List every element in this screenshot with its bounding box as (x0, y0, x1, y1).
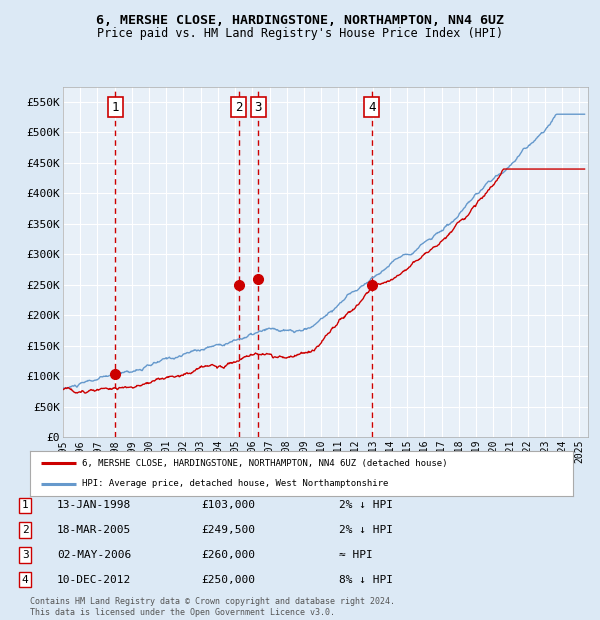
Text: HPI: Average price, detached house, West Northamptonshire: HPI: Average price, detached house, West… (82, 479, 388, 489)
Text: £103,000: £103,000 (201, 500, 255, 510)
Text: ≈ HPI: ≈ HPI (339, 550, 373, 560)
Text: 4: 4 (22, 575, 29, 585)
Text: £249,500: £249,500 (201, 525, 255, 535)
Text: 6, MERSHE CLOSE, HARDINGSTONE, NORTHAMPTON, NN4 6UZ: 6, MERSHE CLOSE, HARDINGSTONE, NORTHAMPT… (96, 14, 504, 27)
Text: 10-DEC-2012: 10-DEC-2012 (57, 575, 131, 585)
Text: £260,000: £260,000 (201, 550, 255, 560)
Text: 1: 1 (112, 100, 119, 113)
Text: 3: 3 (22, 550, 29, 560)
Text: Price paid vs. HM Land Registry's House Price Index (HPI): Price paid vs. HM Land Registry's House … (97, 27, 503, 40)
Text: 1: 1 (22, 500, 29, 510)
Text: 2% ↓ HPI: 2% ↓ HPI (339, 525, 393, 535)
Text: 2: 2 (235, 100, 242, 113)
Text: 3: 3 (254, 100, 262, 113)
Text: 8% ↓ HPI: 8% ↓ HPI (339, 575, 393, 585)
Text: 6, MERSHE CLOSE, HARDINGSTONE, NORTHAMPTON, NN4 6UZ (detached house): 6, MERSHE CLOSE, HARDINGSTONE, NORTHAMPT… (82, 459, 447, 468)
Text: 2% ↓ HPI: 2% ↓ HPI (339, 500, 393, 510)
Text: 18-MAR-2005: 18-MAR-2005 (57, 525, 131, 535)
Text: Contains HM Land Registry data © Crown copyright and database right 2024.
This d: Contains HM Land Registry data © Crown c… (30, 598, 395, 617)
Text: 2: 2 (22, 525, 29, 535)
Text: 4: 4 (368, 100, 376, 113)
Text: £250,000: £250,000 (201, 575, 255, 585)
Text: 13-JAN-1998: 13-JAN-1998 (57, 500, 131, 510)
Text: 02-MAY-2006: 02-MAY-2006 (57, 550, 131, 560)
